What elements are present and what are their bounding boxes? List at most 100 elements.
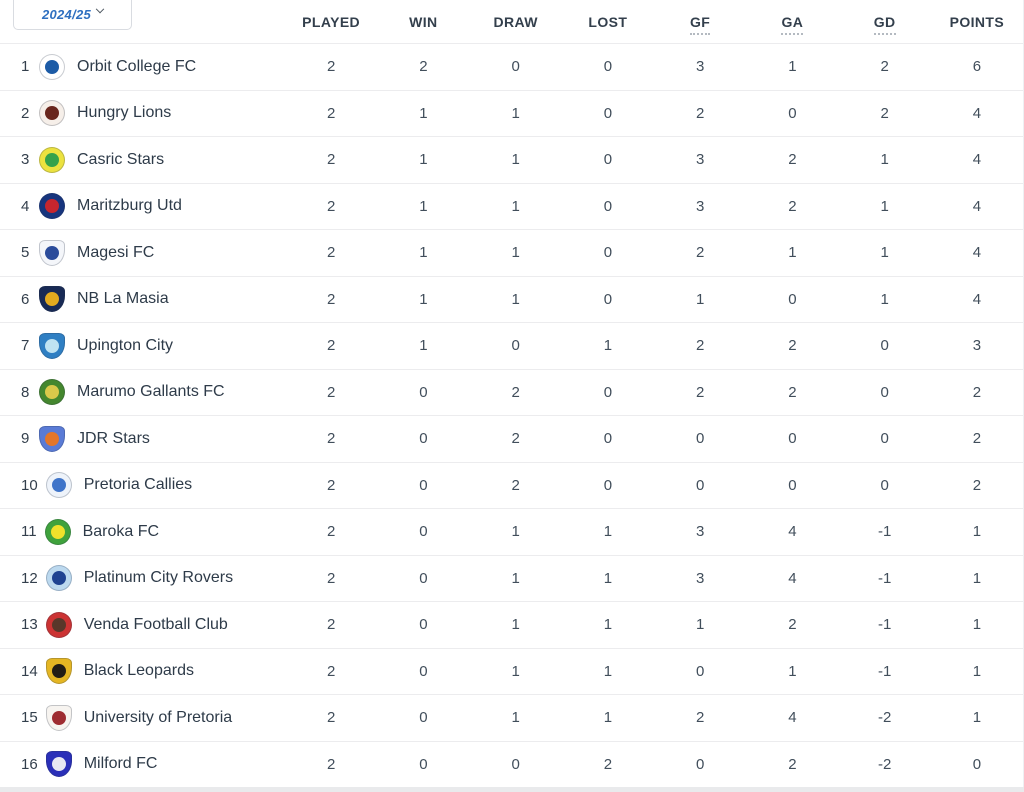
table-row[interactable]: 15 University of Pretoria 2 0 1 1 2 4 -2… <box>0 694 1023 741</box>
maritzburg-utd-logo <box>39 193 65 220</box>
magesi-fc-logo <box>39 239 65 266</box>
header-win: WIN <box>409 13 438 30</box>
milford-fc-logo <box>45 751 72 778</box>
jdr-stars-logo <box>39 425 65 452</box>
ga-value: 2 <box>788 337 797 355</box>
draw-value: 1 <box>511 709 520 727</box>
ga-value: 0 <box>788 290 797 308</box>
points-value: 4 <box>972 197 982 215</box>
team-name: Maritzburg Utd <box>77 197 182 215</box>
draw-value: 0 <box>511 337 520 355</box>
points-value: 1 <box>972 709 982 727</box>
gf-value: 2 <box>695 104 705 122</box>
points-value: 6 <box>972 58 982 76</box>
team-name: Venda Football Club <box>83 615 228 633</box>
team-name: JDR Stars <box>77 429 150 447</box>
gf-value: 2 <box>695 244 705 262</box>
table-body: 1 Orbit College FC 2 2 0 0 3 1 2 6 2 Hun… <box>0 43 1023 787</box>
draw-value: 1 <box>511 151 520 169</box>
season-selector[interactable]: 2024/25 <box>13 0 132 30</box>
ga-value: 4 <box>788 569 797 587</box>
table-row[interactable]: 16 Milford FC 2 0 0 2 0 2 -2 0 <box>0 740 1023 787</box>
header-played: PLAYED <box>302 13 361 30</box>
rank-number: 11 <box>21 523 37 541</box>
ga-value: 4 <box>788 523 797 541</box>
ga-value: 2 <box>788 755 797 773</box>
points-value: 1 <box>972 569 982 587</box>
gd-value: 2 <box>880 104 889 122</box>
ga-value: 1 <box>788 58 797 76</box>
gf-value: 1 <box>695 616 705 634</box>
table-row[interactable]: 9 JDR Stars 2 0 2 0 0 0 0 2 <box>0 415 1023 462</box>
draw-value: 1 <box>511 197 520 215</box>
rank-number: 14 <box>21 662 38 680</box>
table-row[interactable]: 13 Venda Football Club 2 0 1 1 1 2 -1 1 <box>0 601 1023 648</box>
table-row[interactable]: 3 Casric Stars 2 1 1 0 3 2 1 4 <box>0 136 1023 183</box>
win-value: 0 <box>419 430 428 448</box>
points-value: 3 <box>972 337 982 355</box>
marumo-gallants-fc-logo <box>39 379 65 406</box>
played-value: 2 <box>326 151 336 169</box>
table-row[interactable]: 12 Platinum City Rovers 2 0 1 1 3 4 -1 1 <box>0 554 1023 601</box>
played-value: 2 <box>326 523 336 541</box>
lost-value: 0 <box>603 197 613 215</box>
win-value: 1 <box>419 197 428 215</box>
points-value: 1 <box>972 523 982 541</box>
rank-number: 3 <box>21 151 30 169</box>
pretoria-callies-logo <box>45 472 72 499</box>
hungry-lions-logo <box>39 100 65 127</box>
played-value: 2 <box>326 662 336 680</box>
ga-value: 2 <box>788 151 797 169</box>
win-value: 0 <box>419 709 428 727</box>
lost-value: 1 <box>603 337 613 355</box>
gd-value: -1 <box>877 523 892 541</box>
team-name: Baroka FC <box>82 522 160 540</box>
lost-value: 1 <box>603 523 613 541</box>
black-leopards-logo <box>45 658 72 685</box>
gd-value: 0 <box>880 430 889 448</box>
team-name: Marumo Gallants FC <box>77 383 225 401</box>
team-cell: 4 Maritzburg Utd <box>0 193 285 220</box>
lost-value: 1 <box>603 616 613 634</box>
table-row[interactable]: 1 Orbit College FC 2 2 0 0 3 1 2 6 <box>0 43 1023 90</box>
table-row[interactable]: 11 Baroka FC 2 0 1 1 3 4 -1 1 <box>0 508 1023 555</box>
points-value: 2 <box>972 430 982 448</box>
team-name: Milford FC <box>83 755 158 773</box>
ga-value: 2 <box>788 197 797 215</box>
draw-value: 1 <box>511 244 520 262</box>
rank-number: 2 <box>21 104 30 122</box>
team-cell: 13 Venda Football Club <box>0 611 285 638</box>
points-value: 1 <box>972 616 982 634</box>
gf-value: 0 <box>695 476 705 494</box>
lost-value: 0 <box>603 476 613 494</box>
win-value: 0 <box>419 662 428 680</box>
rank-number: 15 <box>21 709 38 727</box>
played-value: 2 <box>326 197 336 215</box>
table-row[interactable]: 2 Hungry Lions 2 1 1 0 2 0 2 4 <box>0 89 1023 136</box>
team-cell: 8 Marumo Gallants FC <box>0 379 285 406</box>
rank-number: 16 <box>21 755 38 773</box>
university-of-pretoria-logo <box>45 704 72 731</box>
venda-football-club-logo <box>45 611 72 638</box>
gd-value: -2 <box>877 755 892 773</box>
win-value: 1 <box>419 337 428 355</box>
lost-value: 0 <box>603 244 613 262</box>
gd-value: 1 <box>880 151 889 169</box>
rank-number: 10 <box>21 476 38 494</box>
table-row[interactable]: 10 Pretoria Callies 2 0 2 0 0 0 0 2 <box>0 461 1023 508</box>
header-ga: GA <box>746 13 838 35</box>
gf-value: 2 <box>695 383 705 401</box>
table-row[interactable]: 4 Maritzburg Utd 2 1 1 0 3 2 1 4 <box>0 182 1023 229</box>
draw-value: 1 <box>511 290 520 308</box>
team-cell: 3 Casric Stars <box>0 146 285 173</box>
rank-number: 6 <box>21 290 30 308</box>
table-row[interactable]: 8 Marumo Gallants FC 2 0 2 0 2 2 0 2 <box>0 368 1023 415</box>
draw-value: 1 <box>511 104 520 122</box>
table-row[interactable]: 14 Black Leopards 2 0 1 1 0 1 -1 1 <box>0 647 1023 694</box>
header-gd: GD <box>839 13 931 35</box>
win-value: 2 <box>419 58 428 76</box>
ga-value: 4 <box>788 709 797 727</box>
table-row[interactable]: 5 Magesi FC 2 1 1 0 2 1 1 4 <box>0 229 1023 276</box>
table-row[interactable]: 6 NB La Masia 2 1 1 0 1 0 1 4 <box>0 275 1023 322</box>
table-row[interactable]: 7 Upington City 2 1 0 1 2 2 0 3 <box>0 322 1023 369</box>
